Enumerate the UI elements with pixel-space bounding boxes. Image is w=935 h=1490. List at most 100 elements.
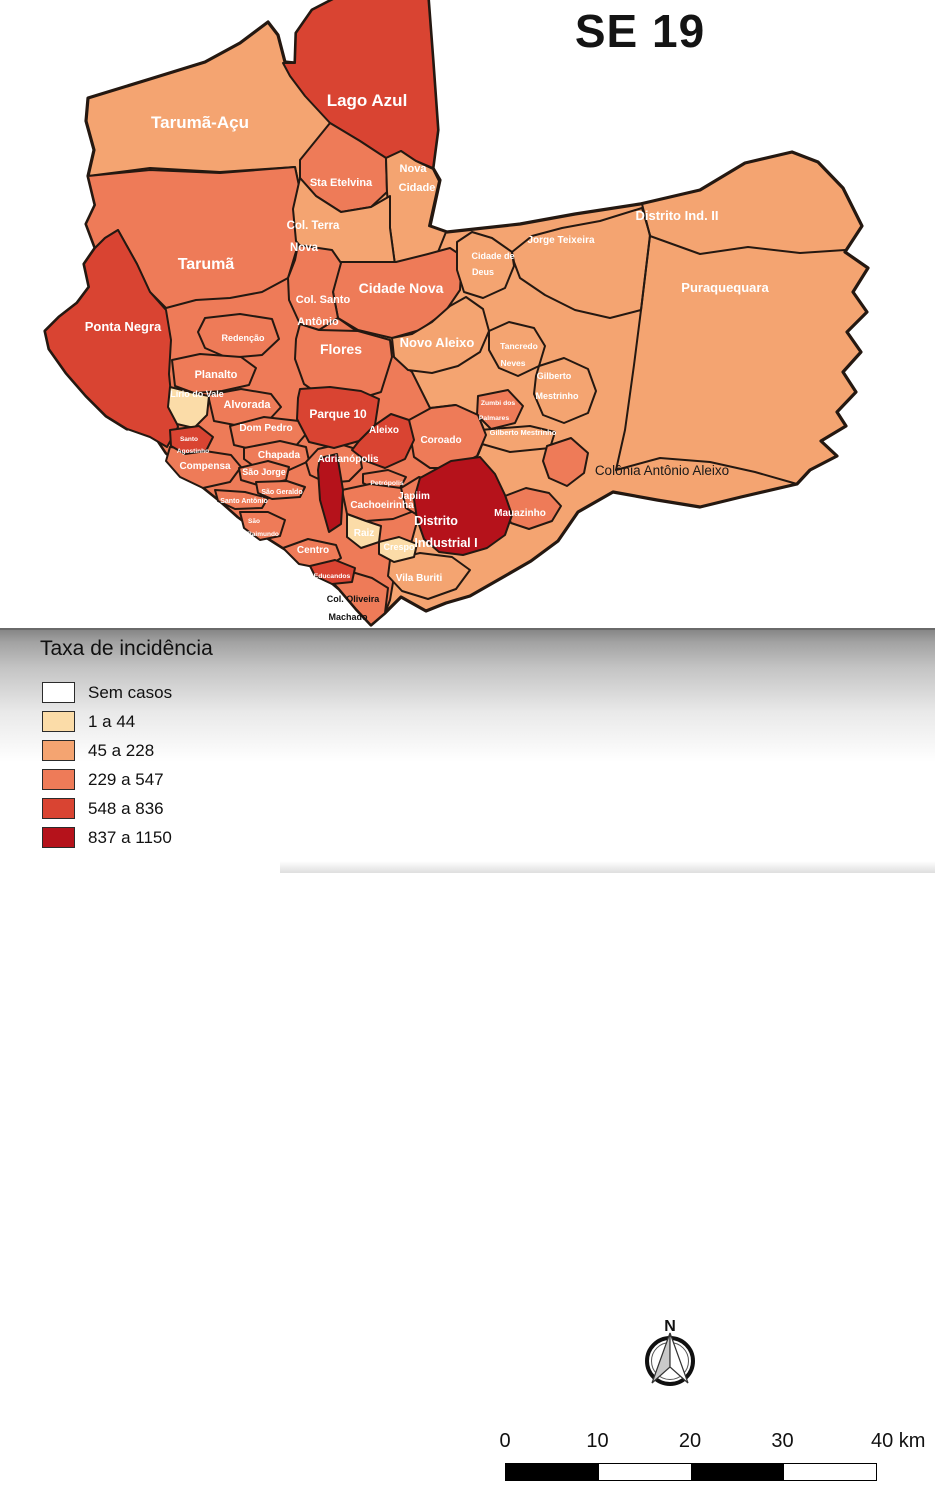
map-labels: Tarumã-Açu Lago Azul Sta Etelvina Nova Cidad… xyxy=(85,91,770,622)
legend-item: Sem casos xyxy=(42,678,172,707)
map-label: Machado xyxy=(328,612,368,622)
map-label: Ponta Negra xyxy=(85,319,162,334)
legend-item-label: Sem casos xyxy=(88,682,173,702)
legend-item-label: 1 a 44 xyxy=(88,711,136,731)
map-label: Col. Santo xyxy=(296,294,351,306)
region-gilberto-mestrinho xyxy=(533,357,597,424)
scalebar-tick: 10 xyxy=(586,1430,609,1452)
map-label: São Jorge xyxy=(242,467,286,477)
scalebar-tick: 30 xyxy=(771,1430,794,1452)
region-redencao xyxy=(197,313,280,359)
map-label: Palmares xyxy=(479,415,509,422)
map-label: Antônio xyxy=(297,316,339,328)
boundary-line-east xyxy=(615,203,651,471)
map-label: Col. Oliveira xyxy=(327,594,381,604)
map-label: Novo Aleixo xyxy=(400,335,475,350)
scalebar-segment xyxy=(598,1464,691,1480)
map-label: Cachoeirinha xyxy=(350,500,414,511)
region-planalto xyxy=(171,353,257,394)
map-label: Neves xyxy=(500,358,525,368)
map-label: Coroado xyxy=(420,435,461,446)
region-compensa xyxy=(165,446,242,489)
scale-bar: 0 10 20 30 40 km xyxy=(499,1430,930,1490)
map-label: Gilberto xyxy=(537,371,572,381)
map-label: Colônia Antônio Aleixo xyxy=(595,463,729,478)
map-label: Centro xyxy=(297,545,329,556)
map-label: Compensa xyxy=(179,461,231,472)
map-label: Cidade de xyxy=(471,251,514,261)
page-title: SE 19 xyxy=(574,5,706,57)
map-label: Dom Pedro xyxy=(239,423,292,434)
map-label: Educandos xyxy=(314,573,351,580)
region-ponta-negra xyxy=(44,229,179,448)
map-label: Distrito xyxy=(414,514,458,528)
legend-item-label: 229 a 547 xyxy=(88,769,164,789)
map-label: Parque 10 xyxy=(309,407,367,421)
map-label: Sta Etelvina xyxy=(310,177,373,189)
map-label: Cidade xyxy=(399,182,436,194)
map-label: Redenção xyxy=(221,333,265,343)
map-label: Nova xyxy=(400,163,428,175)
boundary-line-distrito-ii xyxy=(649,235,846,255)
legend-item: 1 a 44 xyxy=(42,707,172,736)
legend-swatch xyxy=(42,827,75,848)
legend-items: Sem casos 1 a 44 45 a 228 229 a 547 548 a 83… xyxy=(42,678,172,852)
scalebar-segment xyxy=(691,1464,784,1480)
scalebar-tick: 20 xyxy=(678,1430,702,1452)
map-label: Gilberto Mestrinho xyxy=(490,428,557,437)
map-label: Tancredo xyxy=(500,341,538,351)
map-label: Nova xyxy=(290,242,319,254)
region-col-oliveira-machado xyxy=(329,571,389,626)
region-sao-jorge xyxy=(238,460,290,487)
legend-swatch xyxy=(42,711,75,732)
map-label: Flores xyxy=(320,341,362,357)
region-educandos xyxy=(309,559,356,585)
region-vila-buriti xyxy=(387,552,471,600)
region-sao-raimundo xyxy=(239,511,286,541)
map-label: Petrópolis xyxy=(370,480,403,487)
map-label: Mauazinho xyxy=(494,508,546,519)
region-cidade-de-deus xyxy=(456,231,515,299)
legend-item: 45 a 228 xyxy=(42,736,172,765)
scalebar-segments xyxy=(505,1463,877,1481)
map-label: Mestrinho xyxy=(535,391,579,401)
map-label: Raimundo xyxy=(247,531,279,538)
map-label: Deus xyxy=(472,267,494,277)
region-col-santo-antonio xyxy=(287,244,342,331)
map-label: Santo Antônio xyxy=(220,498,268,505)
choropleth-map: Tarumã-Açu Lago Azul Sta Etelvina Nova Cidad… xyxy=(43,0,870,627)
map-label: Cidade Nova xyxy=(359,280,444,296)
map-label: Distrito Ind. II xyxy=(635,208,718,223)
legend-swatch xyxy=(42,740,75,761)
scalebar-ticks: 0 10 20 30 xyxy=(499,1430,930,1456)
region-crespo xyxy=(378,536,418,563)
map-label: Lírio do Vale xyxy=(170,389,224,399)
region-coroado xyxy=(408,404,487,469)
region-santo-antonio xyxy=(214,489,269,510)
legend-swatch xyxy=(42,682,75,703)
map-label: São Geraldo xyxy=(261,489,302,496)
map-label: Agostinho xyxy=(177,448,209,455)
map-label: Zumbi dos xyxy=(481,400,516,407)
legend-item: 229 a 547 xyxy=(42,765,172,794)
map-label: Tarumã-Açu xyxy=(151,113,249,132)
map-label: Crespo xyxy=(383,542,415,552)
map-label: Japiim xyxy=(398,491,430,502)
region-lirio-do-vale xyxy=(167,386,210,429)
region-sao-geraldo xyxy=(255,480,306,500)
region-distrito-industrial-i xyxy=(413,456,513,556)
scalebar-tick: 0 xyxy=(499,1430,511,1452)
map-label: Vila Buriti xyxy=(396,573,443,584)
legend-item-label: 548 a 836 xyxy=(88,798,164,818)
map-label: Raiz xyxy=(354,528,375,539)
map-label: Jorge Teixeira xyxy=(527,235,595,246)
boundary-line-colonia xyxy=(615,457,798,485)
region-santo-agostinho xyxy=(169,425,214,455)
legend-item: 548 a 836 xyxy=(42,794,172,823)
map-label: Chapada xyxy=(258,450,301,461)
scalebar-segment xyxy=(783,1464,876,1480)
map-label: Lago Azul xyxy=(327,91,408,110)
map-label: São xyxy=(248,518,260,525)
scalebar-segment xyxy=(506,1464,599,1480)
bottom-shadow xyxy=(280,861,935,873)
